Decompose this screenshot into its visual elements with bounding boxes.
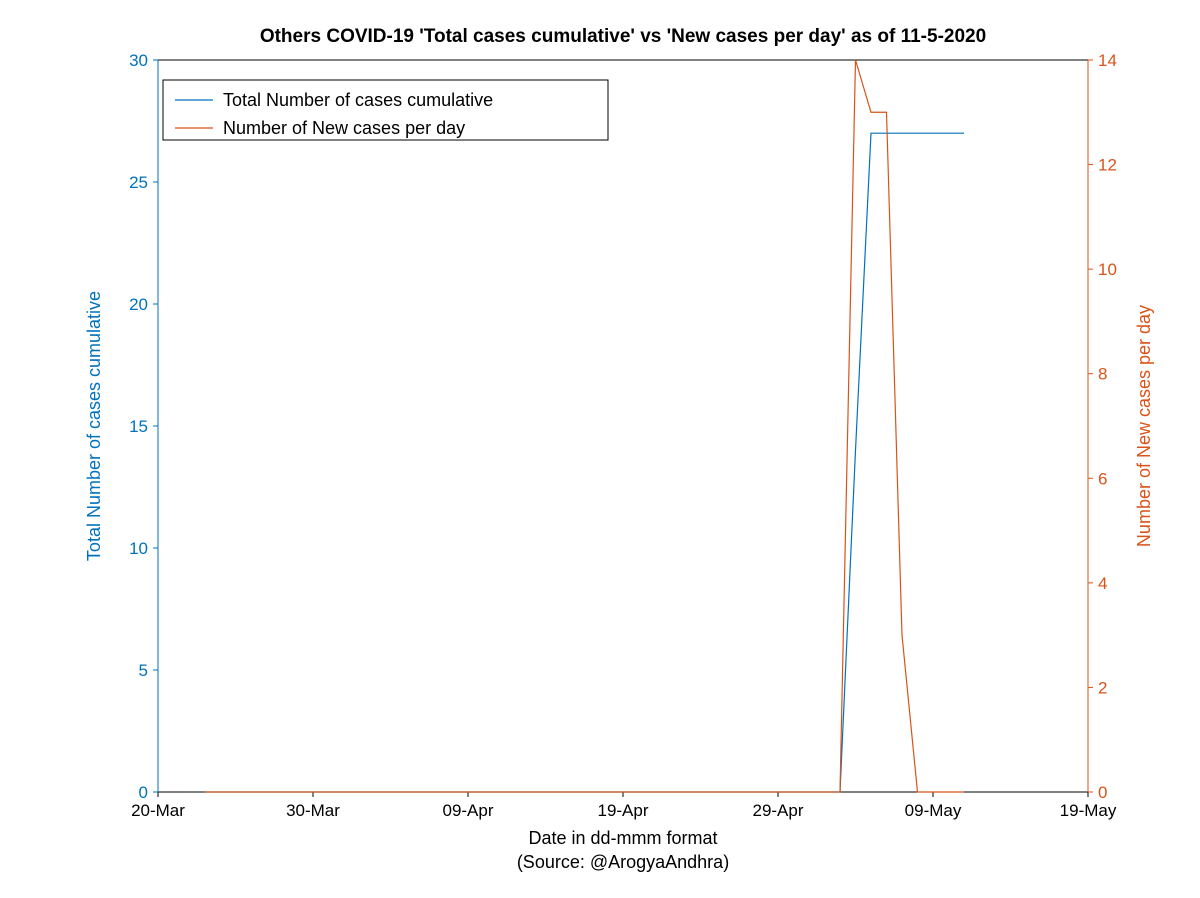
x-tick-label: 29-Apr (752, 801, 803, 820)
legend-label: Total Number of cases cumulative (223, 90, 493, 110)
legend-label: Number of New cases per day (223, 118, 465, 138)
x-tick-label: 19-Apr (597, 801, 648, 820)
y-left-tick-label: 0 (139, 783, 148, 802)
x-tick-label: 19-May (1060, 801, 1117, 820)
y-right-tick-label: 4 (1098, 574, 1107, 593)
y-right-tick-label: 10 (1098, 260, 1117, 279)
x-tick-label: 09-May (905, 801, 962, 820)
y-left-tick-label: 10 (129, 539, 148, 558)
y-right-tick-label: 6 (1098, 469, 1107, 488)
y-right-tick-label: 8 (1098, 365, 1107, 384)
y-left-tick-label: 5 (139, 661, 148, 680)
x-tick-label: 09-Apr (442, 801, 493, 820)
y-right-label: Number of New cases per day (1134, 305, 1154, 547)
y-left-label: Total Number of cases cumulative (84, 291, 104, 561)
x-axis-label-1: Date in dd-mmm format (528, 828, 717, 848)
x-tick-label: 30-Mar (286, 801, 340, 820)
y-right-tick-label: 12 (1098, 156, 1117, 175)
y-left-tick-label: 20 (129, 295, 148, 314)
y-right-tick-label: 2 (1098, 678, 1107, 697)
y-right-tick-label: 14 (1098, 51, 1117, 70)
y-left-tick-label: 15 (129, 417, 148, 436)
chart-svg: 20-Mar 30-Mar 09-Apr 19-Apr 29-Apr 09-May 19-M… (0, 0, 1200, 898)
y-left-tick-label: 30 (129, 51, 148, 70)
chart-container: 20-Mar 30-Mar 09-Apr 19-Apr 29-Apr 09-May 19-M… (0, 0, 1200, 898)
x-axis-label-2: (Source: @ArogyaAndhra) (517, 852, 729, 872)
y-right-tick-label: 0 (1098, 783, 1107, 802)
y-left-tick-label: 25 (129, 173, 148, 192)
x-tick-label: 20-Mar (131, 801, 185, 820)
chart-title: Others COVID-19 'Total cases cumulative'… (260, 26, 986, 47)
